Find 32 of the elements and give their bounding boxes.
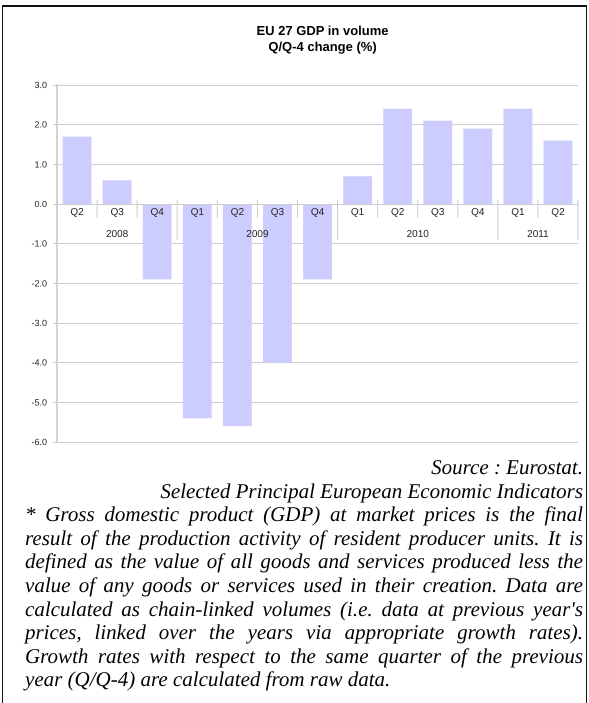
x-tick-label: Q1 [350, 207, 365, 218]
x-tick-label: Q4 [471, 207, 485, 218]
y-tick-label: -6.0 [31, 437, 47, 447]
annotation: 2009 [246, 229, 269, 240]
x-tick-label: Q3 [270, 207, 285, 218]
x-tick-label: Q4 [150, 207, 164, 218]
y-tick-label: 3.0 [34, 80, 47, 90]
y-tick-label: 2.0 [34, 120, 47, 130]
x-tick-label: Q1 [190, 207, 204, 218]
annotation: 2010 [406, 229, 430, 240]
x-tick-label: Q1 [511, 207, 525, 218]
text: Selected Principal European Economic Indicators [159, 478, 583, 504]
y-tick-label: -2.0 [31, 278, 47, 288]
chart-subtitle: Q/Q-4 change (%) [268, 39, 377, 54]
y-tick-label: -1.0 [31, 238, 47, 249]
y-tick-label: 0.0 [34, 199, 47, 209]
y-tick-label: -5.0 [31, 397, 47, 408]
chart-title: EU 27 GDP in volume [256, 23, 388, 38]
y-tick-label: 1.0 [34, 159, 47, 170]
x-tick-label: Q2 [551, 207, 566, 218]
y-tick-label: -3.0 [31, 318, 47, 328]
source-note: Source : Eurostat. [430, 455, 583, 480]
x-tick-label: Q2 [230, 207, 244, 218]
text: * Gross domestic product (GDP) at market prices is the final result of the production activity of resident producer units. It is defined as the value of all goods and services produced less the value of any goods or services used in their creation. Data are calculated as chain-linked volumes (i.e. data at previous year's prices, linked over the years via appropriate growth rates). Growth rates with respect to the same quarter of the previous year (Q/Q-4) are calculated from raw data. [25, 502, 583, 692]
x-tick-label: Q2 [390, 207, 405, 218]
annotation: 2011 [527, 229, 550, 240]
x-tick-label: Q3 [110, 207, 124, 218]
y-tick-label: -4.0 [31, 358, 47, 368]
x-tick-label: Q4 [310, 207, 325, 218]
annotation: 2008 [106, 229, 129, 240]
x-tick-label: Q3 [431, 207, 445, 218]
x-tick-label: Q2 [70, 207, 84, 218]
